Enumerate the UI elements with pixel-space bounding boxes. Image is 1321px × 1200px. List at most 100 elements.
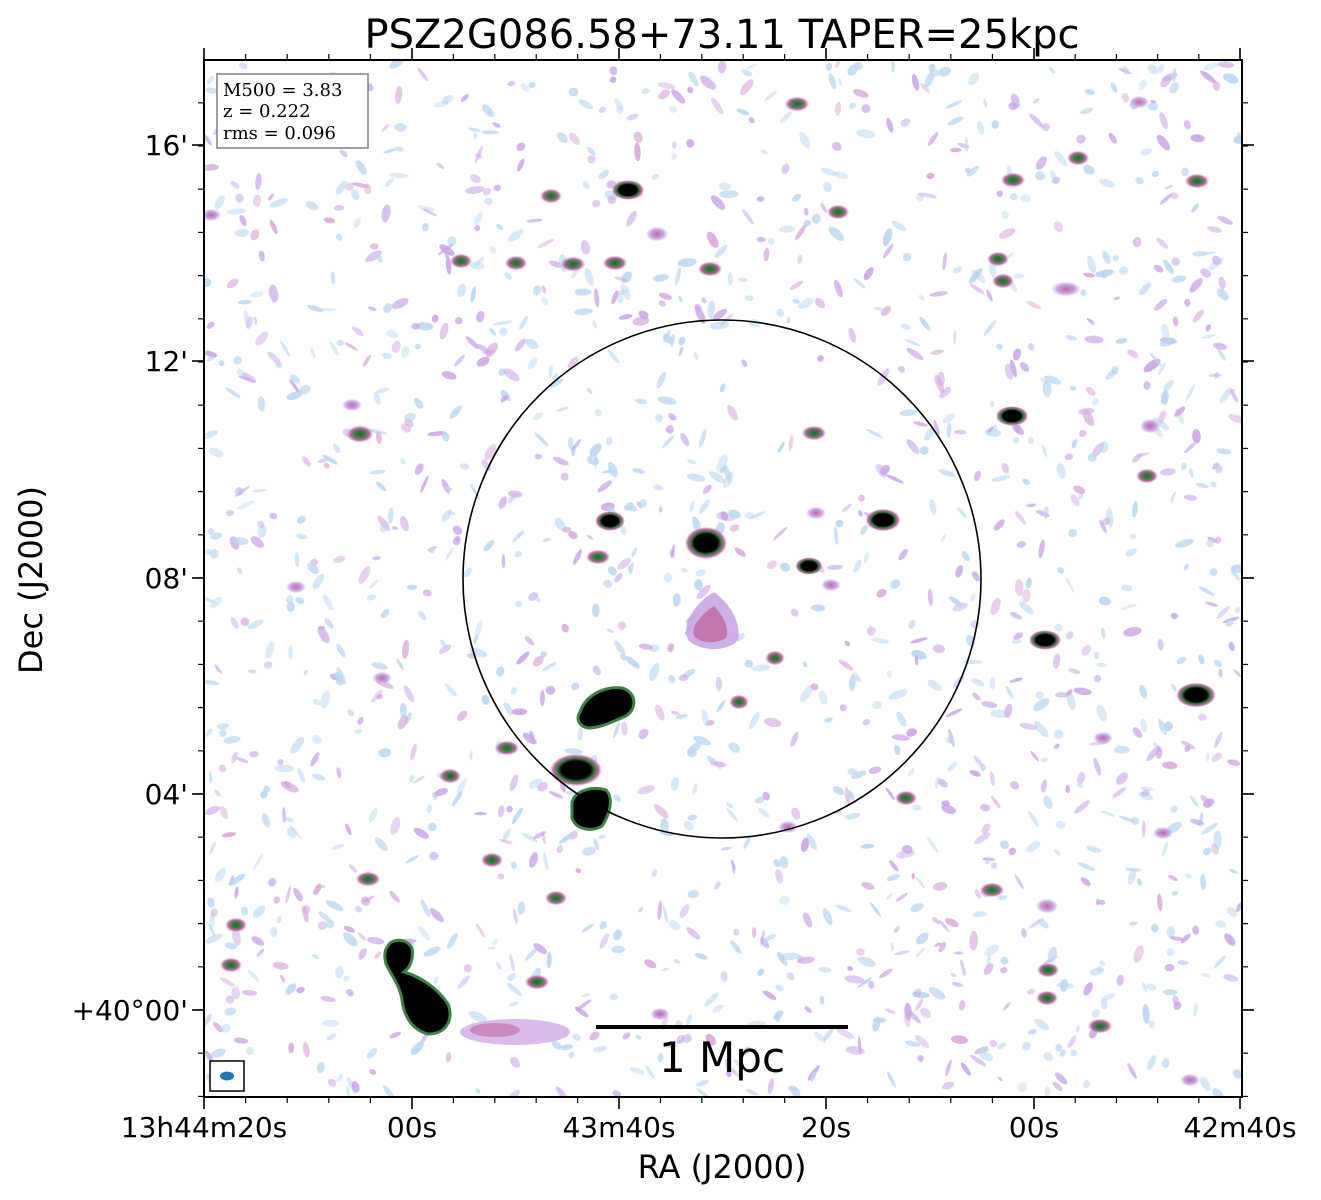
noise-blob	[964, 167, 971, 173]
noise-blob	[844, 640, 850, 647]
noise-blob	[1008, 847, 1017, 856]
x-axis-label: RA (J2000)	[638, 1148, 807, 1186]
noise-blob	[609, 66, 618, 76]
noise-blob	[533, 285, 541, 296]
noise-blob	[1066, 631, 1074, 640]
noise-blob	[499, 327, 508, 336]
noise-blob	[979, 1051, 994, 1062]
noise-blob	[613, 276, 629, 282]
noise-blob	[828, 226, 845, 242]
noise-blob	[1013, 632, 1024, 641]
noise-blob	[827, 564, 844, 570]
noise-blob	[667, 643, 675, 653]
noise-blob	[508, 1089, 520, 1097]
radio-source	[1051, 281, 1081, 297]
noise-blob	[1085, 386, 1096, 397]
noise-blob	[708, 471, 726, 484]
noise-blob	[1160, 468, 1176, 476]
noise-blob	[970, 593, 976, 602]
noise-blob	[976, 120, 985, 135]
noise-blob	[1130, 816, 1140, 826]
noise-blob	[277, 758, 284, 766]
noise-blob	[574, 308, 594, 316]
noise-blob	[400, 345, 410, 358]
noise-blob	[251, 936, 265, 946]
noise-blob	[487, 946, 496, 950]
noise-blob	[1157, 64, 1165, 74]
noise-blob	[1201, 822, 1218, 835]
noise-blob	[632, 468, 645, 474]
noise-blob	[1147, 64, 1159, 75]
noise-blob	[303, 669, 308, 676]
noise-blob	[875, 464, 888, 478]
noise-blob	[938, 941, 947, 953]
noise-blob	[1211, 1088, 1224, 1097]
noise-blob	[701, 709, 709, 727]
noise-blob	[1096, 704, 1107, 722]
noise-blob	[1235, 902, 1242, 912]
noise-blob	[806, 833, 817, 851]
noise-blob	[718, 182, 732, 191]
noise-blob	[395, 85, 403, 105]
noise-blob	[311, 953, 320, 960]
noise-blob	[1101, 993, 1116, 1002]
noise-blob	[900, 118, 911, 127]
noise-blob	[1184, 298, 1191, 307]
noise-blob	[626, 505, 638, 512]
noise-blob	[1183, 120, 1191, 130]
noise-blob	[348, 864, 358, 873]
noise-blob	[253, 853, 264, 871]
noise-blob	[1041, 443, 1048, 458]
noise-blob	[871, 637, 890, 644]
noise-blob	[330, 271, 336, 285]
noise-blob	[358, 566, 371, 584]
image-background	[204, 60, 1242, 1097]
noise-blob	[317, 626, 330, 644]
noise-blob	[1094, 269, 1115, 278]
radio-source	[979, 882, 1005, 898]
noise-blob	[820, 167, 837, 176]
noise-blob	[971, 269, 986, 284]
radio-source	[1135, 468, 1159, 484]
noise-blob	[670, 710, 680, 716]
noise-blob	[517, 158, 525, 172]
noise-blob	[528, 82, 536, 88]
noise-blob	[550, 378, 564, 388]
noise-blob	[515, 600, 523, 608]
noise-blob	[1170, 612, 1179, 620]
noise-blob	[1057, 567, 1065, 574]
radio-source	[480, 852, 504, 868]
noise-blob	[288, 824, 303, 840]
noise-blob	[856, 129, 876, 139]
noise-blob	[706, 231, 719, 248]
noise-blob	[1102, 517, 1111, 526]
noise-blob	[678, 674, 689, 681]
noise-blob	[1028, 343, 1035, 351]
noise-blob	[1208, 373, 1222, 378]
noise-blob	[204, 277, 212, 287]
noise-blob	[207, 528, 214, 535]
noise-blob	[911, 872, 916, 880]
noise-blob	[672, 593, 681, 607]
noise-blob	[580, 240, 591, 255]
noise-blob	[834, 526, 839, 546]
noise-blob	[288, 1042, 295, 1054]
noise-blob	[942, 252, 947, 271]
radio-source	[784, 96, 810, 112]
noise-blob	[754, 796, 765, 804]
noise-blob	[527, 357, 538, 370]
noise-blob	[251, 489, 267, 493]
noise-blob	[866, 626, 876, 636]
noise-blob	[1205, 752, 1210, 762]
noise-blob	[439, 322, 449, 340]
noise-blob	[1032, 98, 1040, 104]
noise-blob	[1115, 772, 1128, 785]
noise-blob	[454, 535, 461, 542]
noise-blob	[1162, 379, 1174, 392]
noise-blob	[552, 456, 569, 466]
noise-blob	[362, 895, 375, 903]
noise-blob	[567, 356, 579, 369]
noise-blob	[589, 443, 602, 457]
noise-blob	[914, 655, 919, 666]
noise-blob	[1171, 275, 1187, 283]
